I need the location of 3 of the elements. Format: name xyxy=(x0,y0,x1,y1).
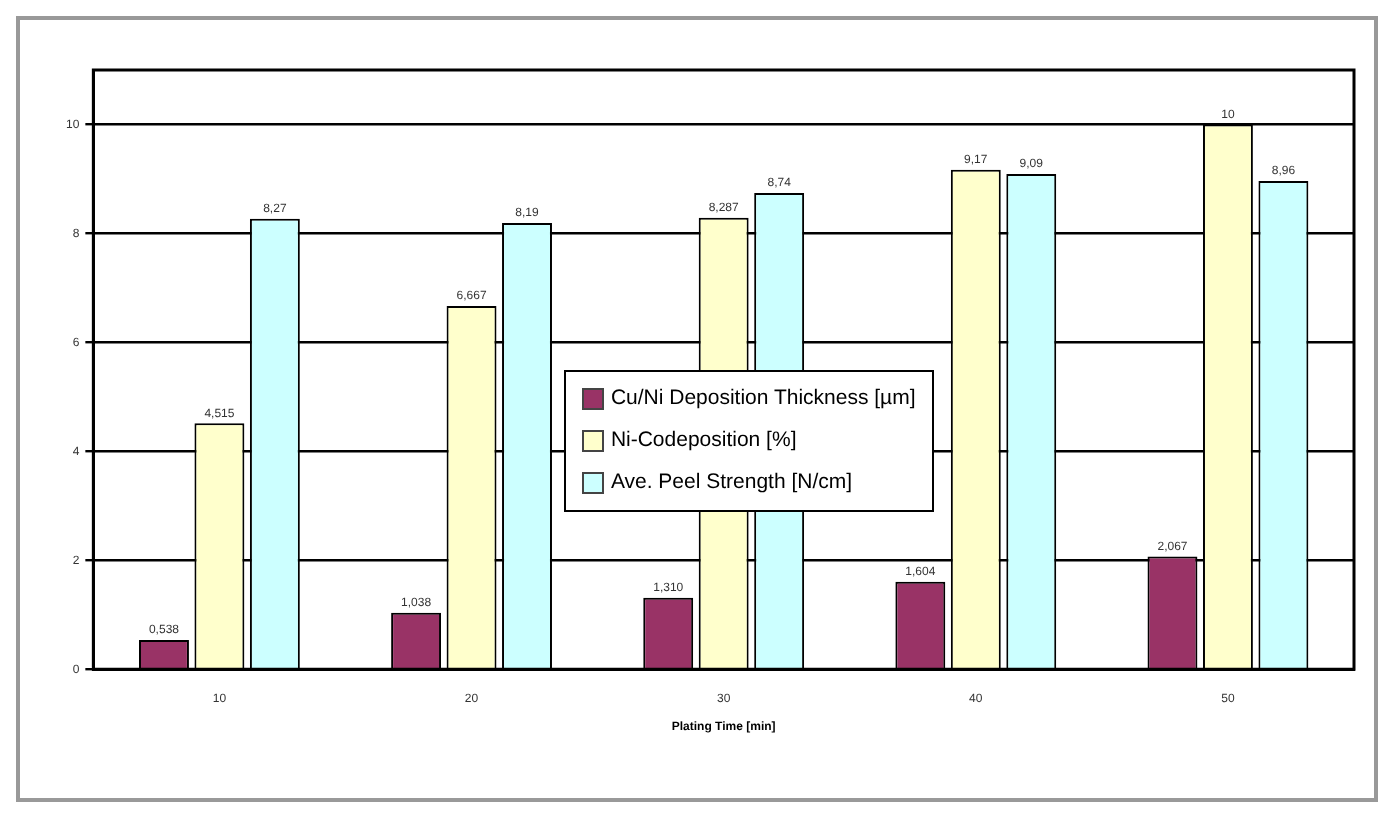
legend-label: Ni-Codeposition [%] xyxy=(610,426,797,457)
legend-label: Cu/Ni Deposition Thickness [µm] xyxy=(610,384,916,415)
legend-label: Ave. Peel Strength [N/cm] xyxy=(610,468,853,499)
